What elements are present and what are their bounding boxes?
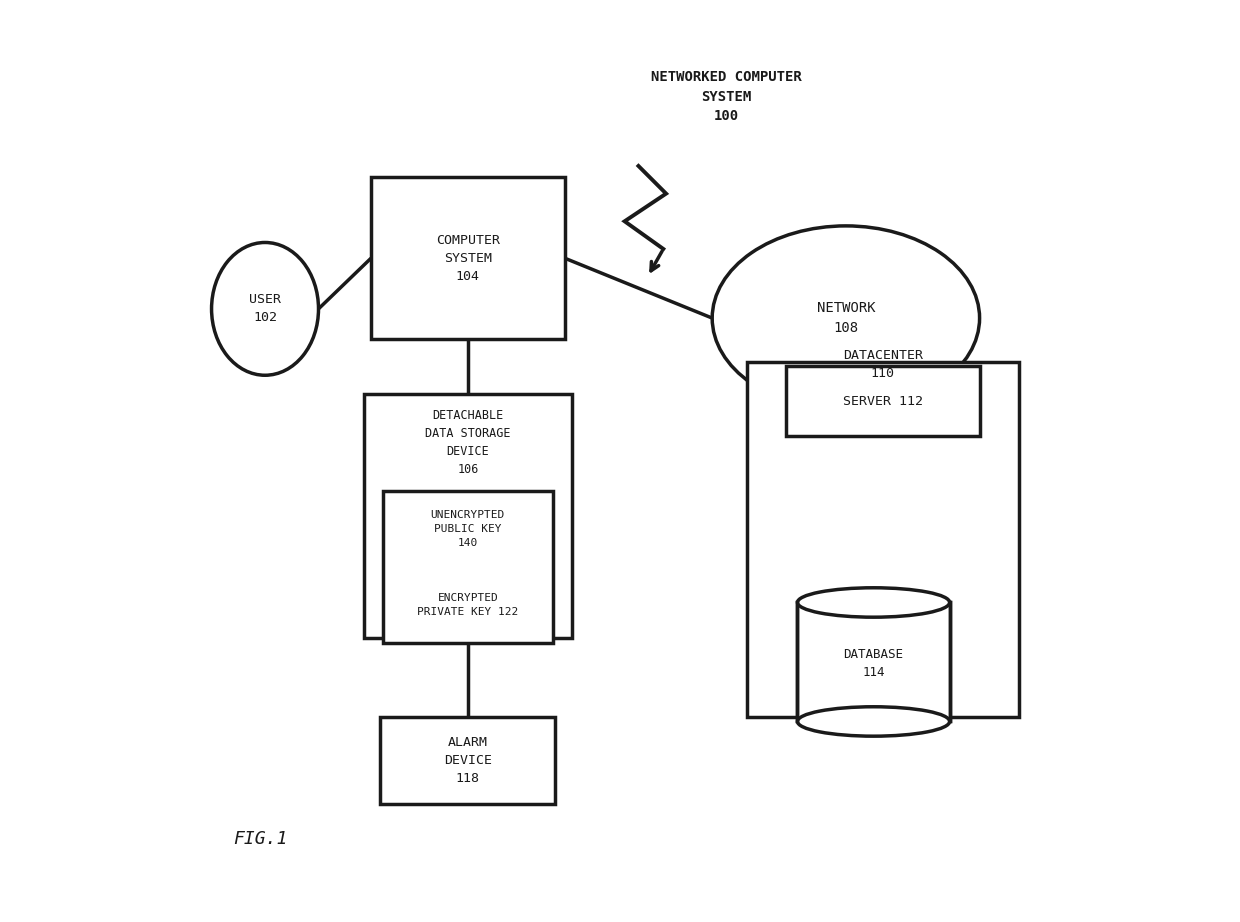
Text: DATACENTER
110: DATACENTER 110: [843, 349, 923, 380]
Ellipse shape: [797, 588, 950, 617]
Text: USER
102: USER 102: [249, 293, 281, 325]
Text: SERVER 112: SERVER 112: [843, 395, 923, 408]
FancyBboxPatch shape: [365, 395, 572, 638]
Text: DATABASE
114: DATABASE 114: [843, 648, 904, 680]
Text: NETWORK
108: NETWORK 108: [817, 301, 875, 335]
Ellipse shape: [712, 226, 980, 410]
Bar: [797, 602, 950, 721]
FancyBboxPatch shape: [746, 362, 1019, 717]
FancyBboxPatch shape: [381, 717, 556, 804]
Ellipse shape: [212, 242, 319, 375]
FancyBboxPatch shape: [383, 491, 553, 644]
Text: DETACHABLE
DATA STORAGE
DEVICE
106: DETACHABLE DATA STORAGE DEVICE 106: [425, 409, 511, 476]
Ellipse shape: [797, 588, 950, 617]
Text: UNENCRYPTED
PUBLIC KEY
140: UNENCRYPTED PUBLIC KEY 140: [430, 510, 505, 548]
Text: COMPUTER
SYSTEM
104: COMPUTER SYSTEM 104: [436, 233, 500, 283]
FancyBboxPatch shape: [371, 178, 564, 339]
Ellipse shape: [797, 707, 950, 736]
FancyBboxPatch shape: [786, 367, 980, 436]
Text: FIG.1: FIG.1: [233, 830, 288, 848]
Text: ALARM
DEVICE
118: ALARM DEVICE 118: [444, 736, 492, 786]
Text: NETWORKED COMPUTER
SYSTEM
100: NETWORKED COMPUTER SYSTEM 100: [651, 70, 801, 124]
Text: ENCRYPTED
PRIVATE KEY 122: ENCRYPTED PRIVATE KEY 122: [417, 593, 518, 617]
